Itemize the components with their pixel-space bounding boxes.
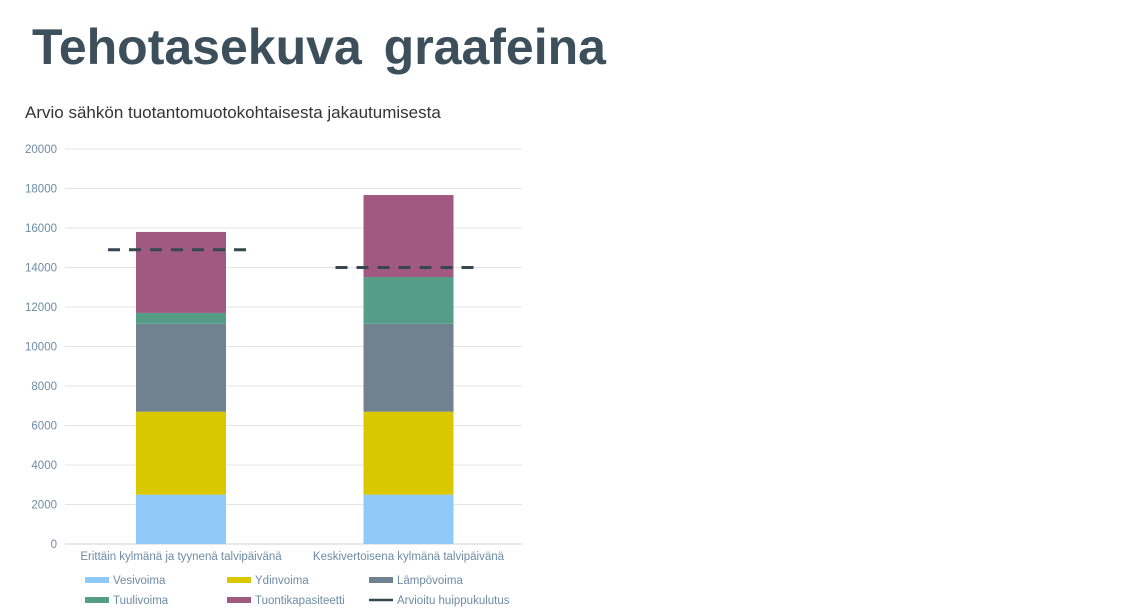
y-tick-label: 12000 — [25, 302, 57, 314]
legend-label: Ydinvoima — [255, 575, 309, 587]
bar-segment-vesivoima — [136, 494, 226, 544]
y-tick-label: 18000 — [25, 184, 57, 196]
bar-segment-tuontikapasiteetti — [363, 195, 454, 277]
y-tick-label: 10000 — [25, 342, 57, 354]
bar-segment-lämpövoima — [136, 323, 226, 412]
bar-segment-vesivoima — [363, 494, 454, 544]
y-tick-label: 8000 — [31, 381, 57, 393]
y-tick-label: 2000 — [31, 500, 57, 512]
bar-segment-tuulivoima — [136, 312, 226, 324]
legend-label: Tuontikapasiteetti — [255, 595, 345, 607]
y-tick-label: 6000 — [31, 421, 57, 433]
bar-segment-tuulivoima — [363, 276, 454, 324]
bar-segment-ydinvoima — [363, 411, 454, 495]
y-tick-label: 0 — [51, 539, 57, 551]
chart-title: Arvio sähkön tuotantomuotokohtaisesta ja… — [25, 103, 441, 122]
legend-swatch — [85, 577, 109, 583]
y-tick-label: 4000 — [31, 460, 57, 472]
bar-segment-lämpövoima — [363, 323, 454, 412]
y-tick-label: 16000 — [25, 223, 57, 235]
legend-label: Lämpövoima — [397, 575, 463, 587]
y-tick-label: 20000 — [25, 144, 57, 156]
x-category-label: Erittäin kylmänä ja tyynenä talvipäivänä — [80, 551, 282, 563]
legend-label: Tuulivoima — [113, 595, 169, 607]
bar-segment-ydinvoima — [136, 411, 226, 495]
bar-segment-tuontikapasiteetti — [136, 231, 226, 313]
y-tick-label: 14000 — [25, 263, 57, 275]
legend-swatch — [369, 577, 393, 583]
legend-swatch — [227, 597, 251, 603]
legend-swatch — [227, 577, 251, 583]
slide-title: Tehotasekuva graafeina — [32, 19, 606, 75]
legend-label: Vesivoima — [113, 575, 166, 587]
legend-swatch — [85, 597, 109, 603]
legend-label: Arvioitu huippukulutus — [397, 595, 510, 607]
x-category-label: Keskivertoisena kylmänä talvipäivänä — [313, 551, 505, 563]
